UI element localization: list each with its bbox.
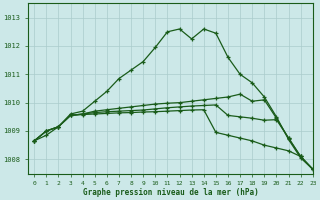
X-axis label: Graphe pression niveau de la mer (hPa): Graphe pression niveau de la mer (hPa): [83, 188, 258, 197]
